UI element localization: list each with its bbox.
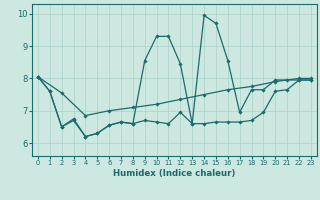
X-axis label: Humidex (Indice chaleur): Humidex (Indice chaleur) <box>113 169 236 178</box>
